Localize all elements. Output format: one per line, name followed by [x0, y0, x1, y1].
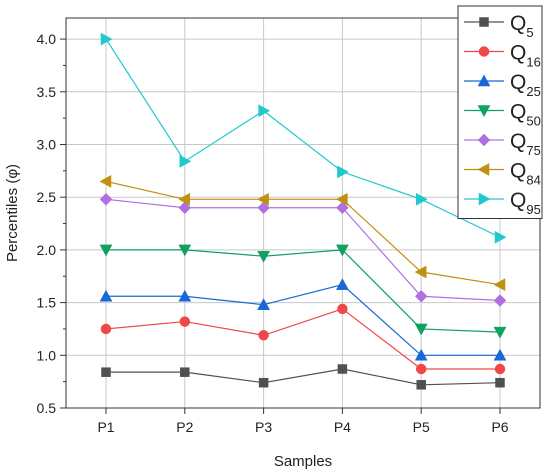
- legend-marker: [477, 163, 490, 176]
- data-point: [178, 201, 192, 215]
- legend-marker: [478, 192, 491, 206]
- x-tick-label: P5: [413, 419, 430, 435]
- series-Q95: [100, 32, 507, 244]
- data-point: [257, 192, 269, 206]
- data-point: [179, 154, 192, 168]
- legend-box: [457, 5, 543, 219]
- data-point: [415, 363, 427, 375]
- data-point: [258, 377, 269, 388]
- legend-subscript: 95: [526, 202, 540, 217]
- data-point: [100, 32, 113, 46]
- y-tick-label: 4.0: [37, 31, 57, 47]
- data-point: [493, 294, 507, 307]
- data-point: [180, 367, 190, 377]
- y-tick-label: 2.0: [37, 242, 57, 258]
- y-tick-label: 1.5: [37, 295, 57, 311]
- data-point: [335, 244, 349, 257]
- legend-subscript: 84: [526, 173, 540, 188]
- data-point: [178, 192, 191, 206]
- legend-marker: [478, 46, 490, 57]
- data-point: [99, 174, 112, 188]
- data-point: [416, 380, 426, 390]
- series-Q16: [100, 303, 506, 375]
- data-point: [99, 244, 113, 257]
- data-point: [337, 364, 348, 374]
- data-point: [335, 278, 349, 290]
- data-point: [257, 201, 270, 215]
- series-Q84: [99, 174, 506, 292]
- y-tick-label: 3.5: [37, 84, 57, 100]
- legend-marker: [477, 105, 491, 118]
- x-tick-label: P3: [255, 419, 272, 435]
- x-tick-label: P4: [334, 419, 351, 435]
- data-point: [494, 363, 506, 375]
- data-point: [493, 278, 506, 292]
- series-Q25: [99, 278, 507, 361]
- y-axis-title: Percentiles (φ): [4, 164, 21, 262]
- series-Q50: [99, 244, 507, 339]
- data-point: [335, 192, 348, 206]
- data-point: [494, 230, 507, 244]
- data-point: [414, 289, 428, 303]
- series-line: [105, 308, 500, 370]
- data-point: [337, 165, 349, 179]
- y-tick-label: 0.5: [37, 400, 57, 416]
- data-point: [337, 303, 348, 315]
- y-tick-label: 1.0: [37, 347, 57, 363]
- data-point: [415, 192, 428, 206]
- legend-subscript: 16: [526, 55, 540, 70]
- data-point: [414, 323, 428, 336]
- data-point: [178, 289, 192, 302]
- data-point: [258, 330, 269, 341]
- data-point: [495, 377, 505, 388]
- legend-subscript: 5: [526, 25, 533, 40]
- series-line: [105, 180, 501, 286]
- data-point: [178, 244, 192, 257]
- data-point: [257, 250, 271, 263]
- data-point: [258, 104, 271, 118]
- data-point: [493, 326, 507, 339]
- data-point: [414, 265, 427, 279]
- series-Q5: [101, 364, 505, 390]
- data-point: [179, 316, 191, 327]
- data-point: [336, 201, 349, 215]
- series-Q75: [99, 192, 507, 307]
- legend-marker: [477, 133, 491, 147]
- data-point: [100, 323, 112, 335]
- legend-item: Q50: [464, 101, 541, 129]
- x-tick-label: P2: [176, 419, 193, 435]
- series-line: [106, 368, 501, 386]
- legend-subscript: 50: [526, 114, 540, 129]
- data-point: [101, 367, 111, 377]
- data-point: [493, 348, 507, 361]
- y-tick-label: 3.0: [37, 136, 57, 152]
- y-tick-label: 2.5: [37, 189, 57, 205]
- data-point: [414, 348, 428, 361]
- x-axis-title: Samples: [274, 453, 332, 470]
- series-line: [105, 198, 501, 302]
- legend-subscript: 25: [526, 84, 540, 99]
- series-line: [106, 249, 501, 333]
- data-point: [99, 192, 113, 206]
- series-layer: [99, 32, 507, 390]
- x-tick-label: P1: [97, 419, 114, 435]
- legend-marker: [479, 17, 489, 27]
- data-point: [257, 298, 271, 310]
- x-tick-label: P6: [491, 419, 508, 435]
- axis-ticks: 0.5 1.0 1.5 2.0 2.5 3.0 3.5 4.0 P1 P2 P3 P4 P5 P6: [37, 31, 509, 435]
- series-line: [106, 284, 500, 356]
- data-point: [99, 289, 113, 302]
- legend-marker: [477, 74, 491, 87]
- series-line: [105, 38, 501, 238]
- legend-subscript: 75: [526, 143, 540, 158]
